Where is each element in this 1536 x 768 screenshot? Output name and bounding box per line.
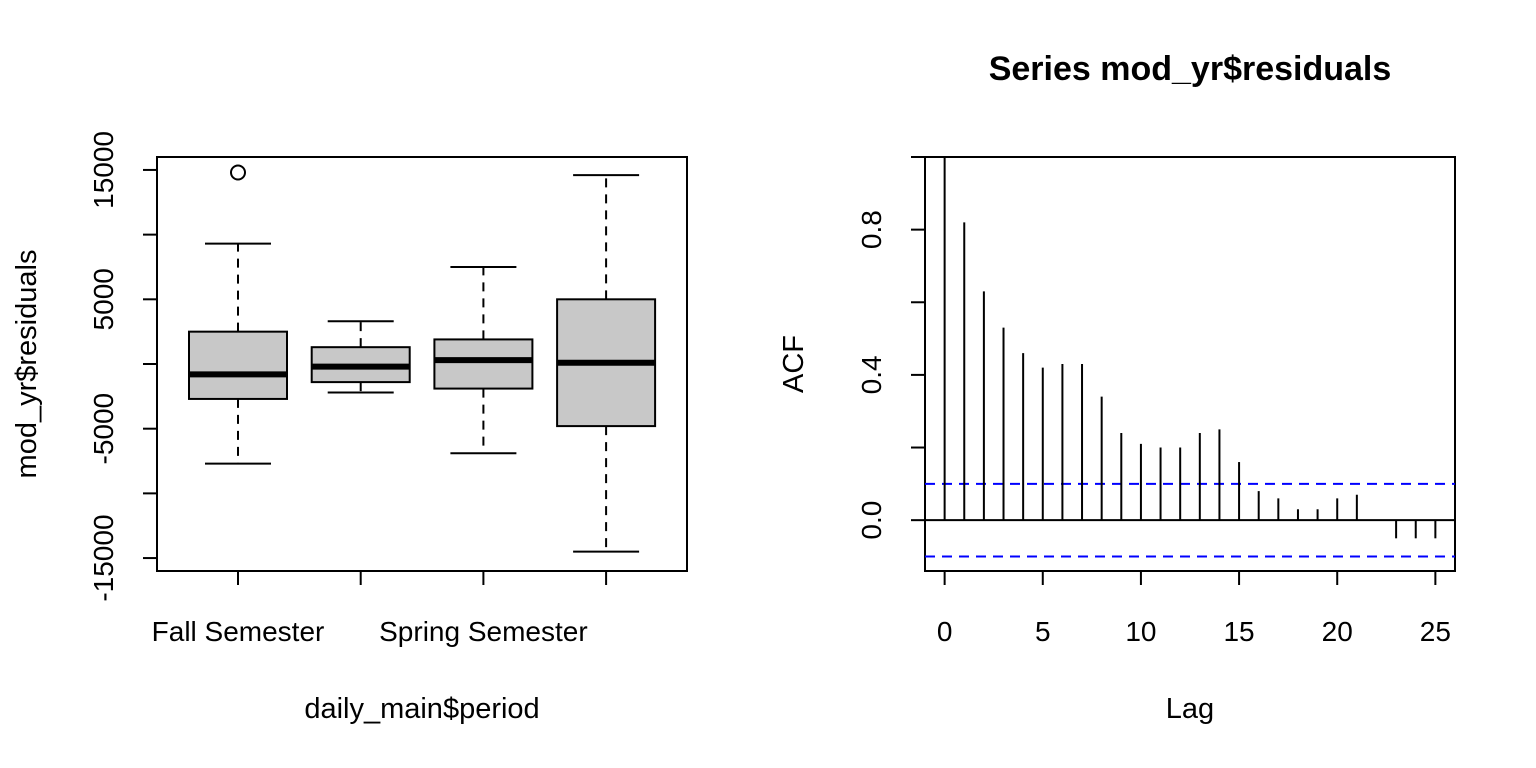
box-1 <box>188 164 288 465</box>
box-iqr <box>188 330 288 400</box>
acf-x-axis: 0 5 10 15 20 25 <box>937 570 1451 647</box>
acf-y-tick-label: 0.8 <box>856 210 887 249</box>
acf-plot: Series mod_yr$residuals 0.0 0.4 0.8 0 5 10 15… <box>778 50 1456 725</box>
boxplot-y-axis: -15000 -5000 5000 15000 <box>88 131 158 602</box>
acf-x-tick-label: 15 <box>1223 616 1254 647</box>
acf-x-tick-label: 0 <box>937 616 953 647</box>
acf-x-tick-label: 10 <box>1125 616 1156 647</box>
boxplot-x-tick-label: Fall Semester <box>152 616 325 647</box>
boxplot-y-tick-label: 15000 <box>88 131 119 209</box>
boxplot-y-axis-title: mod_yr$residuals <box>11 250 43 479</box>
acf-x-tick-label: 20 <box>1322 616 1353 647</box>
acf-x-tick-label: 25 <box>1420 616 1451 647</box>
boxplot-y-tick-label: -5000 <box>88 393 119 465</box>
residuals-boxplot: -15000 -5000 5000 15000 Fall Semester Spring… <box>11 131 688 725</box>
boxplot-boxes <box>188 164 657 553</box>
boxplot-x-axis: Fall Semester Spring Semester <box>152 570 608 647</box>
box-4 <box>556 174 657 553</box>
acf-y-tick-label: 0.4 <box>856 355 887 394</box>
box-outlier-point <box>230 164 246 181</box>
box-iqr <box>433 338 534 390</box>
box-2 <box>310 320 411 394</box>
boxplot-y-tick-label: -15000 <box>88 514 119 601</box>
acf-x-axis-title: Lag <box>1166 693 1214 725</box>
acf-y-tick-label: 0.0 <box>856 501 887 540</box>
boxplot-y-tick-label: 5000 <box>88 268 119 330</box>
acf-x-tick-label: 5 <box>1035 616 1051 647</box>
acf-y-axis-title: ACF <box>778 335 810 393</box>
boxplot-x-axis-title: daily_main$period <box>304 693 539 725</box>
box-3 <box>433 265 534 455</box>
acf-bars <box>925 157 1455 558</box>
boxplot-x-tick-label: Spring Semester <box>379 616 588 647</box>
acf-y-axis: 0.0 0.4 0.8 <box>856 156 926 540</box>
acf-title: Series mod_yr$residuals <box>989 50 1392 88</box>
